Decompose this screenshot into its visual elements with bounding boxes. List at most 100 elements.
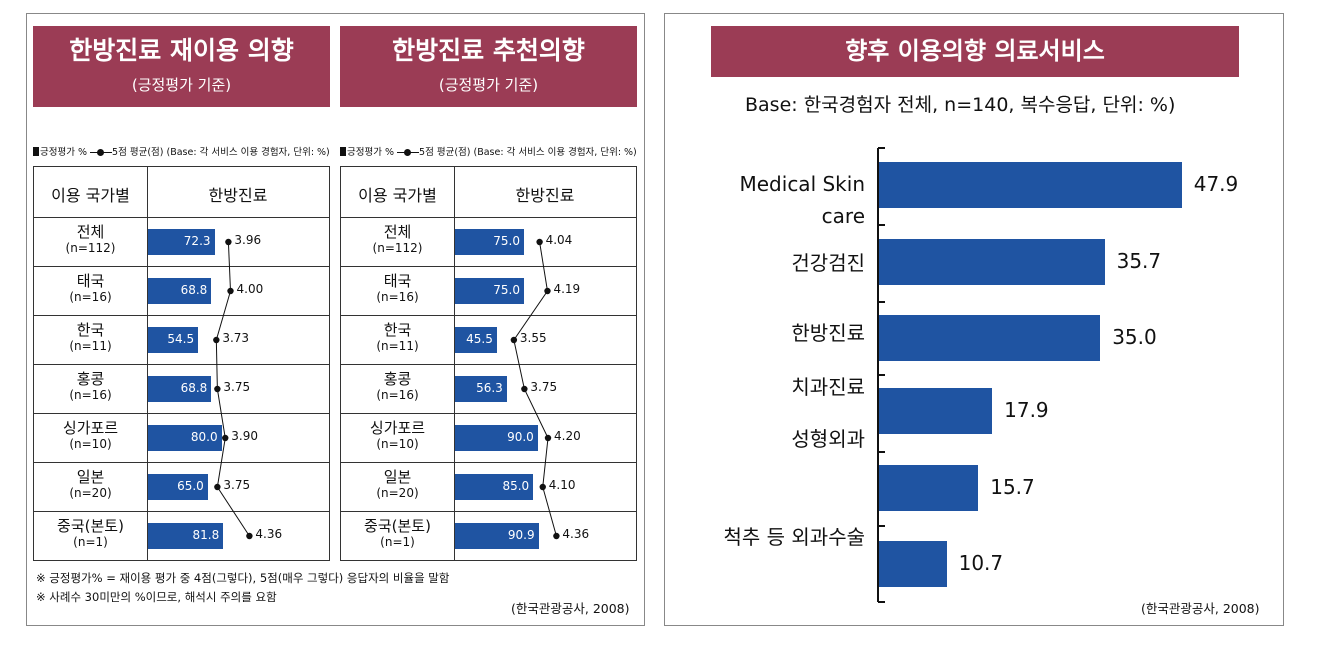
service-bar — [879, 162, 1182, 208]
mean-score-point — [553, 532, 560, 540]
country-label: 홍콩 (n=16) — [341, 370, 454, 403]
service-bar — [879, 315, 1101, 361]
right-source: (한국관광공사, 2008) — [1141, 601, 1260, 616]
mean-score-label: 4.10 — [548, 478, 576, 492]
mean-score-point — [536, 238, 543, 246]
country-label: 싱가포르 (n=10) — [341, 419, 454, 452]
country-label: 중국(본토) (n=1) — [34, 517, 147, 550]
positive-rate-value: 72.3 — [183, 234, 211, 248]
country-name: 일본 — [383, 468, 412, 486]
service-bar — [879, 388, 993, 434]
line-legend-marker-icon — [90, 148, 113, 157]
row-divider — [341, 462, 636, 463]
mean-score-label: 4.19 — [553, 282, 581, 296]
footnote-2: ※ 사례수 30미만의 %이므로, 해석시 주의를 요함 — [36, 590, 277, 604]
row-divider — [34, 315, 329, 316]
column-divider — [147, 167, 148, 560]
country-column-header: 이용 국가별 — [51, 186, 130, 205]
row-divider — [34, 511, 329, 512]
mean-score-point — [214, 483, 221, 491]
country-sample-size: (n=1) — [73, 535, 108, 549]
bar-legend-square-icon — [33, 147, 39, 156]
positive-rate-value: 54.5 — [167, 332, 195, 346]
mean-score-label: 4.36 — [255, 527, 283, 541]
row-divider — [341, 511, 636, 512]
country-name: 싱가포르 — [369, 419, 426, 437]
service-value-label: 35.0 — [1112, 325, 1157, 349]
country-sample-size: (n=16) — [376, 388, 419, 402]
recommend-intent-banner: 한방진료 추천의향 (긍정평가 기준) — [340, 26, 637, 107]
future-services-banner: 향후 이용의향 의료서비스 — [711, 26, 1239, 77]
reuse-intent-title: 한방진료 재이용 의향 — [69, 36, 294, 65]
mean-score-point — [227, 287, 234, 295]
country-name: 홍콩 — [383, 370, 412, 388]
mean-score-point — [521, 385, 528, 393]
positive-rate-value: 90.0 — [507, 430, 534, 444]
row-divider — [34, 413, 329, 414]
mean-score-label: 3.75 — [223, 380, 251, 394]
reuse-intent-subtitle: (긍정평가 기준) — [131, 76, 232, 94]
country-label: 전체 (n=112) — [341, 223, 454, 256]
row-divider — [341, 217, 636, 218]
country-name: 한국 — [383, 321, 412, 339]
country-label: 일본 (n=20) — [341, 468, 454, 501]
positive-rate-bar: 54.5 — [148, 327, 199, 353]
country-column-header: 이용 국가별 — [358, 186, 437, 205]
country-sample-size: (n=11) — [69, 339, 112, 353]
row-divider — [34, 266, 329, 267]
mean-score-point — [544, 434, 552, 442]
country-label: 한국 (n=11) — [341, 321, 454, 354]
country-name: 홍콩 — [76, 370, 105, 388]
mean-score-line-chart — [213, 238, 253, 540]
positive-rate-value: 68.8 — [180, 381, 208, 395]
positive-rate-bar: 90.0 — [455, 425, 538, 451]
row-divider — [34, 364, 329, 365]
footnote-1: ※ 긍정평가% = 재이용 평가 중 4점(그렇다), 5점(매우 그렇다) 응… — [36, 571, 450, 585]
mean-score-point — [225, 238, 232, 246]
country-name: 일본 — [76, 468, 105, 486]
country-sample-size: (n=16) — [69, 388, 112, 402]
future-services-title: 향후 이용의향 의료서비스 — [845, 37, 1105, 65]
positive-rate-value: 85.0 — [502, 479, 530, 493]
country-label: 태국 (n=16) — [34, 272, 147, 305]
positive-rate-value: 45.5 — [466, 332, 493, 346]
service-value-label: 10.7 — [958, 551, 1004, 575]
positive-rate-bar: 68.8 — [148, 376, 212, 402]
positive-rate-value: 75.0 — [493, 283, 520, 297]
reuse-intent-table: 이용 국가별 한방진료 전체 (n=112) 72.3 3.96 태국 (n=16) 68.8 4… — [33, 166, 330, 561]
country-label: 태국 (n=16) — [341, 272, 454, 305]
mean-score-label: 4.00 — [236, 282, 264, 296]
mean-score-point — [539, 483, 546, 491]
row-divider — [341, 266, 636, 267]
category-label: 성형외과 — [791, 427, 865, 451]
country-label: 전체 (n=112) — [34, 223, 147, 256]
mean-score-label: 3.90 — [231, 429, 258, 443]
service-column-header: 한방진료 — [515, 186, 575, 205]
mean-score-point — [213, 336, 220, 344]
left-panel — [26, 13, 645, 626]
positive-rate-bar: 72.3 — [148, 229, 215, 255]
country-name: 한국 — [76, 321, 105, 339]
mean-score-label: 3.73 — [222, 331, 250, 345]
country-name: 전체 — [383, 223, 412, 241]
service-bar — [879, 239, 1105, 285]
positive-rate-bar: 56.3 — [455, 376, 507, 402]
country-sample-size: (n=20) — [69, 486, 112, 500]
service-bar — [879, 541, 947, 587]
positive-rate-value: 65.0 — [177, 479, 204, 493]
mean-score-label: 4.04 — [545, 233, 573, 247]
row-divider — [34, 217, 329, 218]
positive-rate-value: 68.8 — [180, 283, 208, 297]
country-label: 홍콩 (n=16) — [34, 370, 147, 403]
mean-score-label: 3.75 — [223, 478, 251, 492]
category-label: 한방진료 — [791, 321, 865, 345]
country-name: 싱가포르 — [62, 419, 119, 437]
positive-rate-bar: 81.8 — [148, 523, 224, 549]
positive-rate-value: 75.0 — [493, 234, 520, 248]
country-sample-size: (n=16) — [376, 290, 419, 304]
country-sample-size: (n=10) — [69, 437, 112, 451]
service-bar — [879, 465, 979, 511]
service-value-label: 47.9 — [1193, 172, 1239, 196]
